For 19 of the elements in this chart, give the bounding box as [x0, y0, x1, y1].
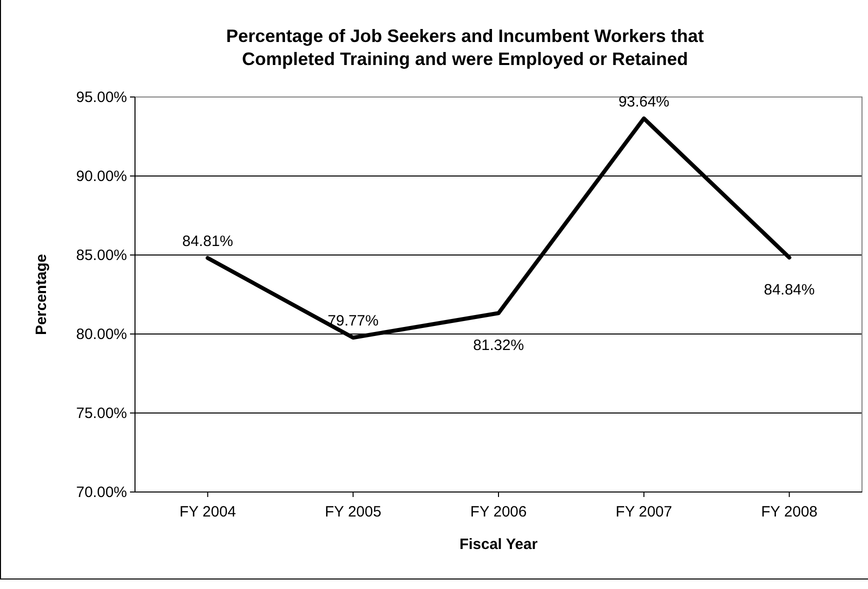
x-tick-label: FY 2008	[761, 504, 818, 520]
data-label: 81.32%	[473, 337, 524, 354]
chart-title: Percentage of Job Seekers and Incumbent Workers that Completed Training and were Employed or Retained	[226, 26, 704, 69]
x-axis-title: Fiscal Year	[459, 536, 538, 553]
y-tick-label: 75.00%	[76, 404, 127, 422]
data-label: 93.64%	[618, 93, 670, 110]
y-tick-label: 85.00%	[76, 246, 127, 264]
y-axis-title: Percentage	[33, 254, 50, 335]
y-tick-label: 80.00%	[76, 326, 127, 343]
data-label: 84.81%	[182, 233, 234, 250]
data-label: 79.77%	[328, 312, 379, 330]
y-tick-label: 70.00%	[76, 484, 127, 501]
x-tick-label: FY 2007	[616, 504, 672, 520]
y-tick-label: 90.00%	[76, 168, 127, 185]
x-tick-label: FY 2004	[179, 504, 236, 520]
x-tick-label: FY 2006	[470, 504, 527, 520]
y-tick-label: 95.00%	[76, 88, 127, 106]
data-label: 84.84%	[764, 282, 815, 299]
x-tick-label: FY 2005	[324, 504, 382, 520]
